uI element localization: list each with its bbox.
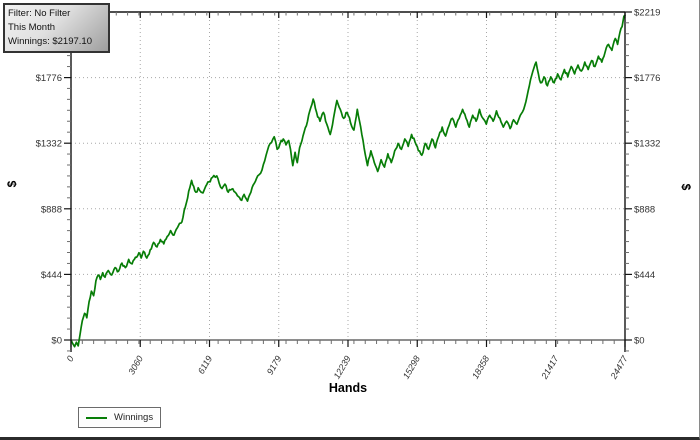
legend[interactable]: Winnings (78, 407, 162, 428)
y-tick-label-left: $888 (41, 204, 62, 215)
y-tick-label-left: $444 (41, 270, 62, 281)
graph-info-tooltip: Filter: No Filter This Month Winnings: $… (3, 3, 110, 53)
x-tick-label: 9179 (265, 354, 284, 376)
tooltip-winnings-line: Winnings: $2197.10 (8, 36, 92, 47)
legend-line-swatch (86, 416, 107, 419)
y-tick-label-right: $444 (634, 270, 655, 281)
y-tick-label-right: $0 (634, 336, 645, 347)
y-tick-label-left: $1332 (36, 139, 62, 150)
legend-label: Winnings (114, 412, 154, 423)
x-tick-label: 3060 (126, 354, 145, 376)
y-tick-label-left: $0 (51, 336, 62, 347)
x-tick-label: 12239 (332, 354, 353, 381)
winnings-chart: 0 3060 6119 9179 12239 15298 18358 21417 24477 $0… (5, 8, 693, 396)
winnings-line[interactable] (70, 14, 626, 348)
x-tick-label: 21417 (539, 353, 561, 381)
x-tick-label: 15298 (401, 354, 422, 381)
y-tick-label-right: $1332 (634, 139, 660, 150)
x-tick-label: 24477 (608, 353, 630, 381)
x-axis-title: Hands (329, 381, 367, 395)
y-tick-label-right: $1776 (634, 73, 660, 84)
x-tick-label: 0 (65, 354, 76, 363)
x-tick-label: 18358 (470, 354, 491, 381)
y-axis-title-left: $ (5, 180, 19, 187)
x-tick-label: 6119 (196, 354, 214, 376)
tooltip-filter-line: Filter: No Filter (8, 8, 71, 19)
y-tick-label-left: $1776 (36, 73, 62, 84)
y-tick-label-right: $888 (634, 204, 655, 215)
tooltip-period-line: This Month (8, 22, 55, 33)
y-axis-title-right: $ (679, 184, 693, 191)
y-tick-label-right: $2219 (634, 8, 660, 19)
